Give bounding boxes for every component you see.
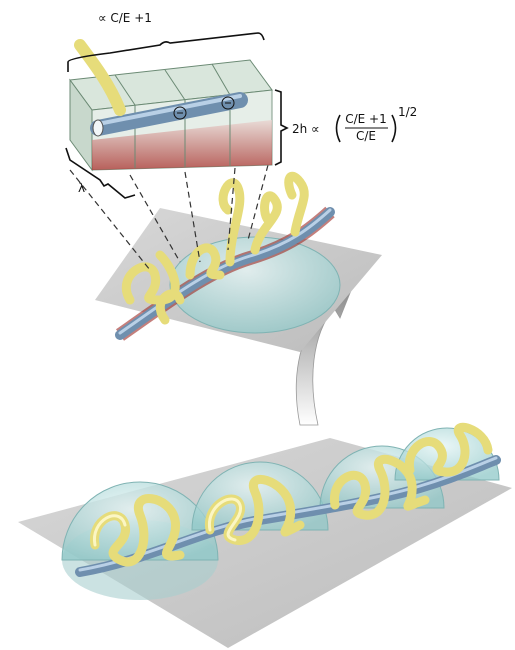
height-denominator: C/E [356, 129, 376, 143]
height-exponent: 1/2 [398, 105, 417, 119]
substrate-bottom [18, 427, 512, 648]
paren-right [392, 115, 396, 142]
height-label: 2h ∝ [292, 122, 320, 136]
height-numerator: C/E +1 [345, 112, 387, 126]
wavelength-label: λ [78, 181, 85, 195]
magnified-box [70, 45, 272, 170]
substrate-middle [95, 176, 382, 352]
height-bracket [275, 90, 287, 165]
width-label: ∝ C/E +1 [98, 11, 152, 25]
paren-left [337, 115, 341, 142]
illustration: ∝ C/E +1 2h ∝ C/E +1 C/E 1/2 λ [0, 0, 515, 650]
